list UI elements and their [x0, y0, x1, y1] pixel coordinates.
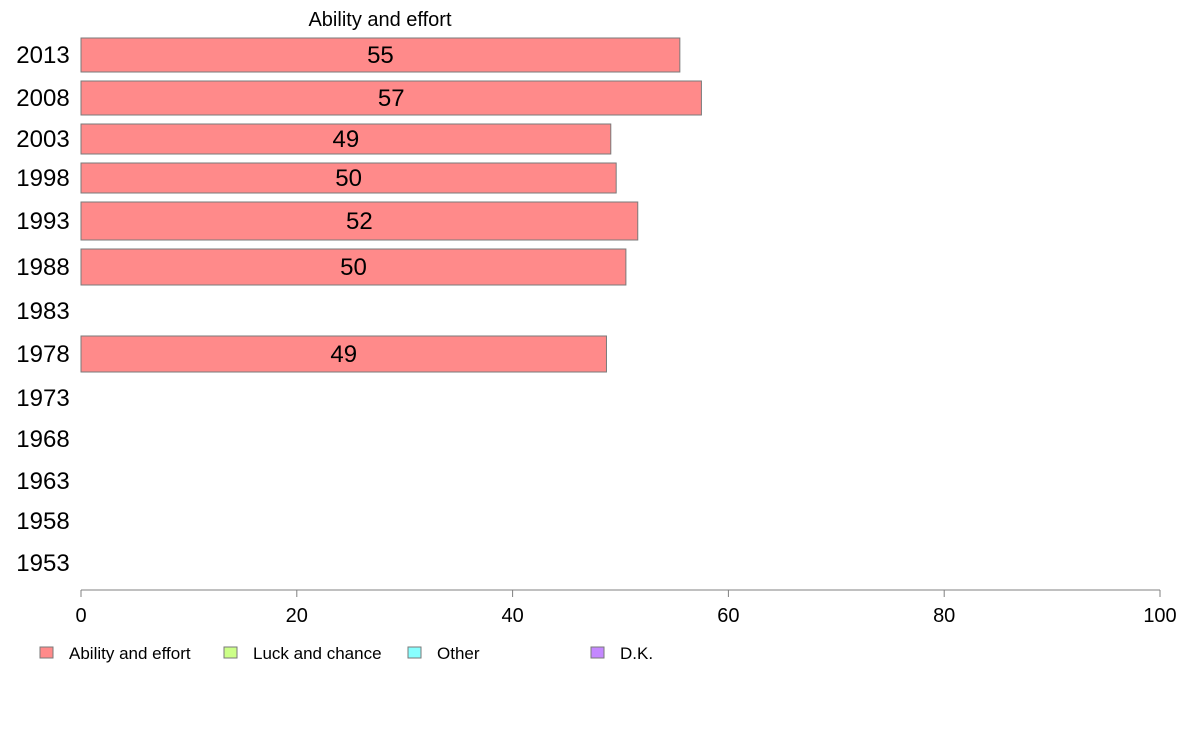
x-tick-label-60: 60: [717, 605, 739, 627]
bar-1993: [80, 201, 639, 241]
x-axis: 0 20 40 60 80 100: [75, 589, 1177, 627]
legend-swatch-3: [590, 646, 605, 659]
bar-2013: [80, 37, 681, 73]
bar-2008: [80, 80, 702, 116]
data-label-2013: 55: [367, 42, 394, 69]
data-label-1988: 50: [340, 254, 367, 281]
x-tick-label-100: 100: [1143, 605, 1176, 627]
x-tick-label-20: 20: [286, 605, 308, 627]
x-tick-label-80: 80: [933, 605, 955, 627]
legend-label-0: Ability and effort: [69, 644, 191, 663]
y-tick-label-1978: 1978: [16, 341, 69, 368]
y-tick-label-2003: 2003: [16, 126, 69, 153]
y-tick-label-1973: 1973: [16, 385, 69, 412]
legend-swatch-1: [223, 646, 238, 659]
y-tick-label-1953: 1953: [16, 550, 69, 577]
legend-label-2: Other: [437, 644, 480, 663]
bar-1978: [80, 335, 607, 373]
y-tick-label-1998: 1998: [16, 165, 69, 192]
legend-swatch-2: [407, 646, 422, 659]
bar-2003: [80, 123, 612, 155]
bars-layer: [80, 37, 702, 373]
y-axis: 2013 2008 2003 1998 1993 1988 1983 1978 1973 1968…: [16, 42, 69, 577]
y-tick-label-1963: 1963: [16, 468, 69, 495]
x-tick-label-40: 40: [501, 605, 523, 627]
y-tick-label-1968: 1968: [16, 426, 69, 453]
legend-label-3: D.K.: [620, 644, 653, 663]
data-labels-layer: 55 57 49 50 52 50 49: [330, 42, 404, 368]
y-tick-label-1988: 1988: [16, 254, 69, 281]
y-tick-label-1958: 1958: [16, 508, 69, 535]
y-tick-label-1993: 1993: [16, 208, 69, 235]
y-tick-label-2008: 2008: [16, 85, 69, 112]
y-tick-label-1983: 1983: [16, 298, 69, 325]
x-tick-label-0: 0: [75, 605, 86, 627]
bar-1998: [80, 162, 617, 194]
data-label-2008: 57: [378, 85, 405, 112]
data-label-1998: 50: [335, 165, 362, 192]
data-label-2003: 49: [333, 126, 360, 153]
y-tick-label-2013: 2013: [16, 42, 69, 69]
data-label-1993: 52: [346, 208, 373, 235]
chart-title: Ability and effort: [308, 9, 451, 31]
legend-label-1: Luck and chance: [253, 644, 382, 663]
legend-swatch-0: [39, 646, 54, 659]
bar-1988: [80, 248, 627, 286]
legend: Ability and effort Luck and chance Other D.…: [39, 644, 653, 663]
data-label-1978: 49: [330, 341, 357, 368]
